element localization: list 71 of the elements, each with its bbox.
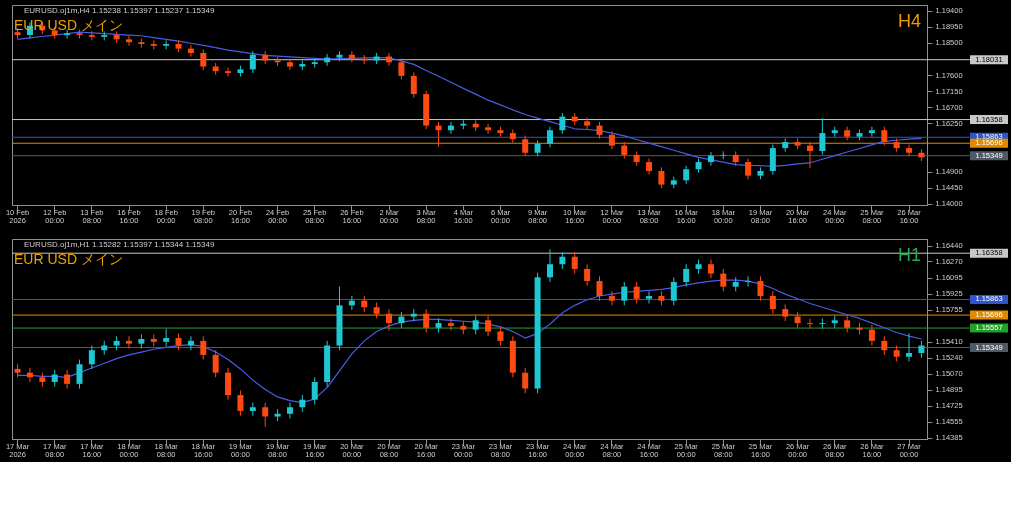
candlestick (76, 359, 83, 390)
candlestick (608, 290, 615, 306)
candlestick (633, 281, 640, 304)
candlestick (546, 248, 553, 283)
annotation: H4 (897, 11, 921, 31)
candlestick (286, 58, 293, 71)
candlestick (658, 166, 665, 189)
candlestick (621, 281, 628, 306)
candlestick (646, 290, 653, 304)
candlestick (410, 71, 417, 99)
candlestick (868, 324, 875, 347)
candlestick (311, 376, 318, 405)
candlestick (497, 326, 504, 347)
candlestick (683, 165, 690, 185)
candlestick (757, 275, 764, 302)
candlestick (745, 157, 752, 180)
candlestick (683, 263, 690, 288)
candlestick (707, 151, 714, 167)
candlestick (906, 332, 913, 362)
candlestick (906, 144, 913, 157)
candlestick (806, 317, 813, 330)
candlestick (64, 29, 71, 40)
candlestick (559, 112, 566, 135)
candlestick (472, 315, 479, 335)
candlestick (262, 402, 269, 428)
candlestick (237, 389, 244, 417)
candlestick (522, 367, 529, 394)
candlestick (423, 308, 430, 333)
candlestick (881, 335, 888, 356)
candlestick (126, 35, 133, 47)
candlestick (769, 290, 776, 315)
candlestick (200, 335, 207, 361)
candlestick (720, 268, 727, 292)
candlestick (881, 126, 888, 147)
candlestick (386, 308, 393, 332)
candlestick (571, 251, 578, 275)
candlestick (212, 349, 219, 378)
annotation: EURUSD.oj1m,H4 1.15238 1.15397 1.15237 1.15349 (24, 6, 215, 15)
candlestick (806, 141, 813, 169)
candlestick (187, 44, 194, 58)
candlestick (868, 126, 875, 138)
candlestick (707, 259, 714, 279)
candlestick (126, 335, 133, 349)
candlestick (88, 345, 95, 370)
candlestick (522, 135, 529, 157)
candlestick (546, 126, 553, 148)
candlestick (745, 275, 752, 288)
candlestick (200, 48, 207, 71)
candlestick (584, 263, 591, 287)
candlestick (225, 367, 232, 401)
annotation: EURUSD.oj1m,H1 1.15282 1.15397 1.15344 1.15349 (24, 240, 215, 249)
candlestick (819, 317, 826, 330)
text: EUR USD メイン (14, 251, 123, 267)
candlestick (485, 123, 492, 135)
candlestick (596, 275, 603, 302)
candlestick (819, 117, 826, 156)
candlestick (225, 67, 232, 78)
candlestick (670, 276, 677, 306)
candlestick (447, 317, 454, 332)
candlestick (286, 402, 293, 419)
candlestick (64, 369, 71, 390)
candlestick (844, 315, 851, 333)
candlestick (398, 58, 405, 80)
candlestick (249, 50, 256, 74)
candlestick (485, 315, 492, 337)
candlestick (769, 144, 776, 176)
candlestick (88, 30, 95, 41)
candlestick (646, 157, 653, 176)
candlestick (584, 117, 591, 130)
candlestick (348, 50, 355, 63)
candlestick (187, 335, 194, 351)
